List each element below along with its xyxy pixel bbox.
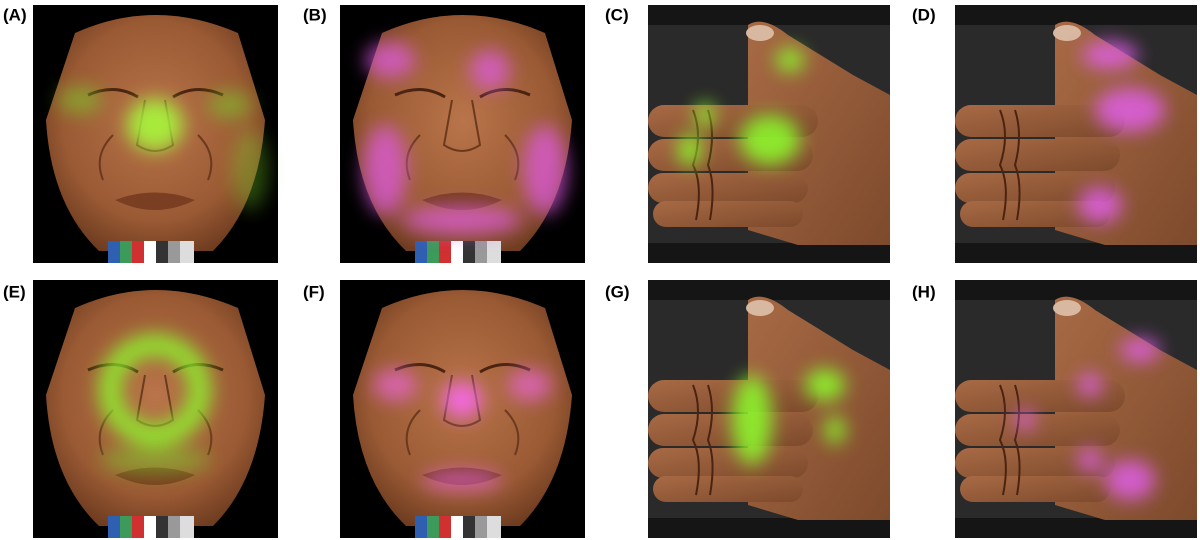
panel-a	[33, 5, 278, 263]
panel-label: (E)	[3, 282, 26, 301]
panel-label: (H)	[912, 282, 936, 301]
panel-label: (A)	[3, 5, 27, 24]
panel-label: (C)	[605, 5, 629, 24]
panel-g	[648, 280, 890, 538]
panel-label: (F)	[303, 282, 325, 301]
panel-e	[33, 280, 278, 538]
panel-d	[955, 5, 1197, 263]
panel-label: (D)	[912, 5, 936, 24]
panel-b	[340, 5, 585, 263]
panel-label: (G)	[605, 282, 630, 301]
panel-f	[340, 280, 585, 538]
panel-h	[955, 280, 1197, 538]
panel-c	[648, 5, 890, 263]
panel-label: (B)	[303, 5, 327, 24]
panel-labels: (A) (B) (C) (D) (E) (F) (G) (H)	[3, 5, 936, 301]
